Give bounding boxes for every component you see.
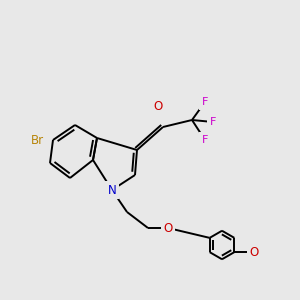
Text: O: O <box>249 246 259 259</box>
Text: F: F <box>202 97 208 107</box>
Text: F: F <box>202 135 208 145</box>
Text: F: F <box>210 117 216 127</box>
Text: N: N <box>108 184 116 196</box>
Text: O: O <box>164 221 172 235</box>
Text: Br: Br <box>30 134 44 146</box>
Text: O: O <box>153 100 163 113</box>
